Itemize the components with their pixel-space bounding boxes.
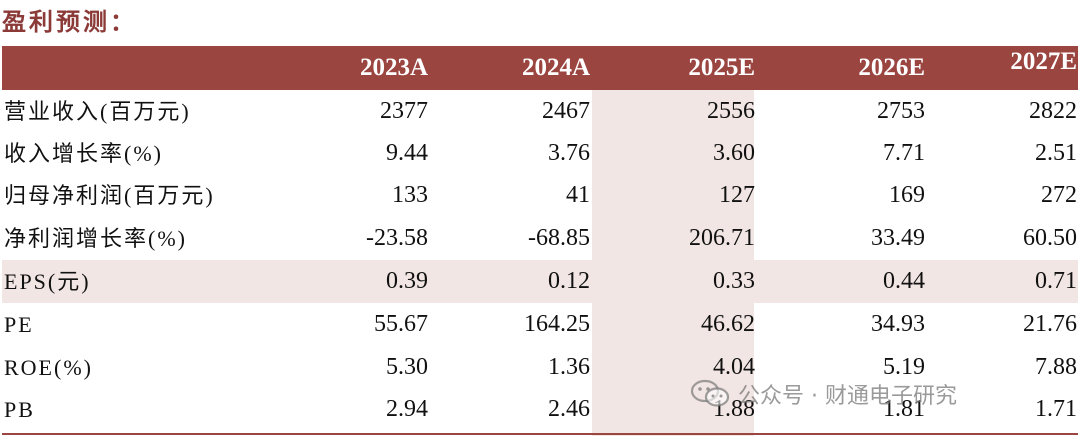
cell-2027e: 21.76 (1023, 311, 1077, 337)
row-label: 净利润增长率(%) (4, 226, 187, 251)
cell-2023a: -23.58 (366, 225, 428, 251)
cell-2026e: 5.19 (883, 354, 925, 380)
table-header: 2023A 2024A 2025E 2026E 2027E (2, 46, 1078, 90)
watermark: 公众号 · 财通电子研究 (690, 374, 957, 414)
cell-2026e: 34.93 (871, 311, 925, 337)
row-label: EPS(元) (4, 269, 91, 294)
row-label: PB (4, 397, 35, 422)
column-header-2023a: 2023A (359, 54, 428, 81)
cell-2027e: 272 (1041, 182, 1077, 208)
cell-2026e: 2753 (877, 98, 925, 124)
watermark-text: 公众号 · 财通电子研究 (738, 384, 957, 409)
row-label: ROE(%) (4, 355, 93, 380)
table-row-net-profit: 归母净利润(百万元) 133 41 127 169 272 (2, 174, 1078, 217)
eps-row-highlight (2, 260, 1078, 303)
table-bottom-border (2, 433, 1078, 435)
table-row-revenue: 营业收入(百万元) 2377 2467 2556 2753 2822 (2, 90, 1078, 133)
cell-2025e: 127 (719, 182, 755, 208)
cell-2025e: 2556 (707, 98, 755, 124)
cell-2023a: 2.94 (386, 396, 428, 422)
cell-2027e: 2.51 (1035, 140, 1077, 166)
cell-2024a: 41 (566, 182, 590, 208)
cell-2023a: 55.67 (374, 311, 428, 337)
cell-2024a: 1.36 (548, 354, 590, 380)
cell-2026e: 7.71 (883, 140, 925, 166)
cell-2023a: 0.39 (386, 268, 428, 294)
table-row-pb: PB 2.94 2.46 1.88 1.81 1.71 (2, 388, 1078, 431)
cell-2025e: 46.62 (701, 311, 755, 337)
cell-2026e: 33.49 (871, 225, 925, 251)
cell-2024a: 3.76 (548, 140, 590, 166)
cell-2024a: 2467 (542, 98, 590, 124)
row-label: 归母净利润(百万元) (4, 183, 215, 208)
cell-2025e: 3.60 (713, 140, 755, 166)
cell-2026e: 169 (889, 182, 925, 208)
cell-2025e: 4.04 (713, 354, 755, 380)
table-row-roe: ROE(%) 5.30 1.36 4.04 5.19 7.88 (2, 346, 1078, 389)
table-row-revenue-growth: 收入增长率(%) 9.44 3.76 3.60 7.71 2.51 (2, 132, 1078, 175)
cell-2024a: 164.25 (524, 311, 590, 337)
cell-2026e: 1.81 (883, 396, 925, 422)
cell-2023a: 5.30 (386, 354, 428, 380)
column-header-2024a: 2024A (521, 54, 590, 81)
table-row-eps: EPS(元) 0.39 0.12 0.33 0.44 0.71 (2, 260, 1078, 303)
table-row-net-profit-growth: 净利润增长率(%) -23.58 -68.85 206.71 33.49 60.… (2, 217, 1078, 260)
cell-2027e: 2822 (1029, 98, 1077, 124)
page-title: 盈利预测： (2, 7, 137, 36)
column-header-2025e: 2025E (688, 54, 755, 81)
column-header-2026e: 2026E (858, 54, 925, 81)
cell-2026e: 0.44 (883, 268, 925, 294)
cell-2025e: 206.71 (689, 225, 755, 251)
cell-2027e: 0.71 (1035, 268, 1077, 294)
cell-2024a: 2.46 (548, 396, 590, 422)
row-label: 收入增长率(%) (4, 141, 163, 166)
cell-2027e: 1.71 (1035, 396, 1077, 422)
table-row-pe: PE 55.67 164.25 46.62 34.93 21.76 (2, 303, 1078, 346)
column-header-2027e: 2027E (1010, 48, 1077, 75)
row-label: 营业收入(百万元) (4, 99, 191, 124)
cell-2023a: 2377 (380, 98, 428, 124)
row-label: PE (4, 312, 34, 337)
wechat-icon (690, 379, 730, 407)
cell-2027e: 60.50 (1023, 225, 1077, 251)
cell-2024a: -68.85 (528, 225, 590, 251)
cell-2027e: 7.88 (1035, 354, 1077, 380)
cell-2025e: 0.33 (713, 268, 755, 294)
cell-2023a: 133 (392, 182, 428, 208)
cell-2023a: 9.44 (386, 140, 428, 166)
cell-2024a: 0.12 (548, 268, 590, 294)
